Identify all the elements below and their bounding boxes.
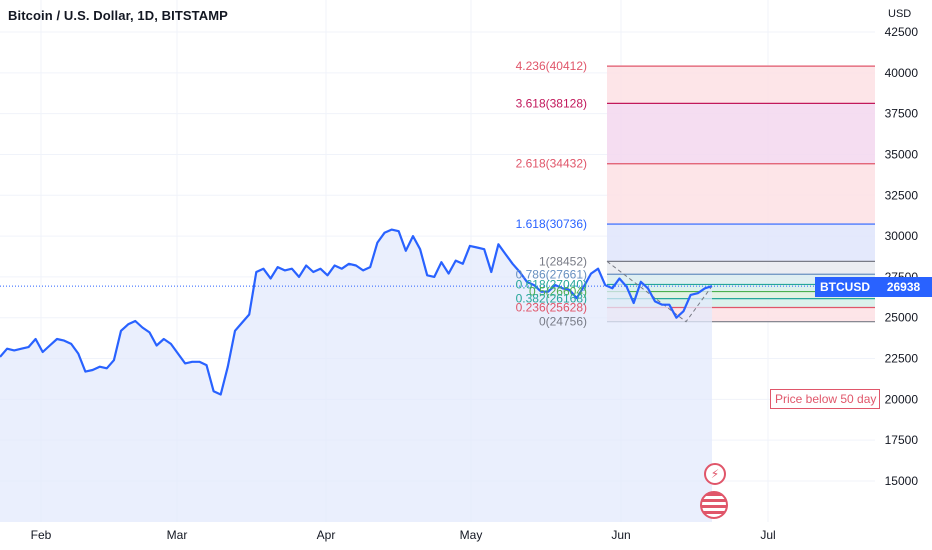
x-tick-label: Apr: [317, 528, 336, 542]
x-tick-label: Mar: [167, 528, 188, 542]
y-tick-label: 25000: [885, 311, 919, 325]
price-axis[interactable]: 4250040000375003500032500300002750025000…: [885, 25, 919, 488]
fib-band: [607, 103, 875, 164]
price-area-fill: [0, 229, 712, 522]
fib-level-label: 1.618(30736): [516, 217, 587, 231]
fib-band: [607, 224, 875, 262]
fib-band: [607, 284, 875, 292]
fib-level-label: 2.618(34432): [516, 157, 587, 171]
fib-band: [607, 261, 875, 275]
last-price-tag: 26938: [875, 277, 932, 297]
fib-level-label: 3.618(38128): [516, 96, 587, 110]
fib-band: [607, 66, 875, 104]
fib-level-label: 4.236(40412): [516, 59, 587, 73]
currency-label[interactable]: USD: [888, 8, 912, 20]
lightning-icon[interactable]: ⚡: [704, 463, 726, 485]
y-tick-label: 22500: [885, 352, 919, 366]
y-tick-label: 35000: [885, 147, 919, 161]
y-tick-label: 42500: [885, 25, 919, 39]
y-tick-label: 20000: [885, 392, 919, 406]
fib-band: [607, 298, 875, 308]
time-axis[interactable]: Feb Mar Apr May Jun Jul: [31, 528, 776, 542]
fibonacci-trend-line: [606, 261, 713, 323]
fibonacci-extension[interactable]: [607, 65, 875, 323]
fib-level-label: 0.786(27661): [516, 267, 587, 281]
y-tick-label: 32500: [885, 188, 919, 202]
fib-level-label: 1(28452): [539, 254, 587, 268]
fib-level-label: 0.236(25628): [516, 300, 587, 314]
us-flag-event-icon[interactable]: [700, 491, 728, 519]
y-tick-label: 15000: [885, 474, 919, 488]
x-tick-label: May: [460, 528, 483, 542]
price-alert-label[interactable]: Price below 50 day: [770, 389, 880, 409]
y-tick-label: 17500: [885, 433, 919, 447]
y-tick-label: 30000: [885, 229, 919, 243]
fib-band: [607, 291, 875, 299]
y-tick-label: 37500: [885, 107, 919, 121]
symbol-title: Bitcoin / U.S. Dollar, 1D, BITSTAMP: [8, 8, 228, 23]
symbol-tag: BTCUSD: [815, 277, 875, 297]
fib-level-label: 0(24756): [539, 315, 587, 329]
fib-level-label: 0.5(26604): [529, 285, 587, 299]
fib-level-label: 0.382(26168): [516, 292, 587, 306]
x-tick-label: Jun: [611, 528, 630, 542]
fib-band: [607, 274, 875, 285]
y-tick-label: 40000: [885, 66, 919, 80]
fib-band: [607, 163, 875, 225]
x-tick-label: Feb: [31, 528, 52, 542]
fib-level-label: 0.618(27040): [516, 277, 587, 291]
price-line[interactable]: [0, 228, 713, 396]
fibonacci-labels: 4.236(40412) 3.618(38128) 2.618(34432) 1.61…: [516, 59, 587, 329]
x-tick-label: Jul: [760, 528, 775, 542]
